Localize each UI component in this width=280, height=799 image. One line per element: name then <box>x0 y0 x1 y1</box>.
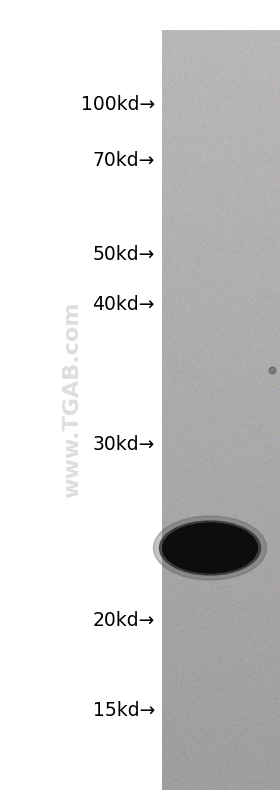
Text: 15kd→: 15kd→ <box>93 701 155 720</box>
Text: 30kd→: 30kd→ <box>93 435 155 455</box>
Text: 20kd→: 20kd→ <box>93 610 155 630</box>
Text: 50kd→: 50kd→ <box>93 245 155 264</box>
Text: 70kd→: 70kd→ <box>93 150 155 169</box>
Ellipse shape <box>160 521 260 575</box>
Text: 100kd→: 100kd→ <box>81 96 155 114</box>
Ellipse shape <box>162 523 258 573</box>
Text: 40kd→: 40kd→ <box>92 296 155 315</box>
Ellipse shape <box>153 516 267 580</box>
Text: www.TGAB.com: www.TGAB.com <box>62 302 82 499</box>
